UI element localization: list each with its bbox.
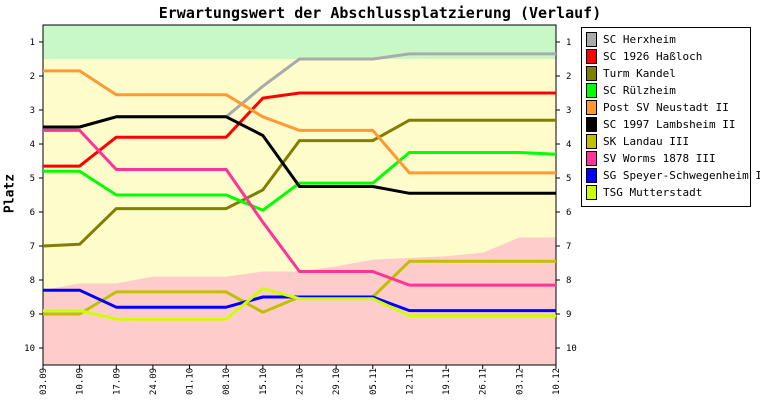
y-tick-label-left: 9 xyxy=(30,310,35,320)
y-tick-label-left: 8 xyxy=(30,276,35,286)
legend-item: TSG Mutterstadt xyxy=(582,184,750,201)
series-line-7 xyxy=(43,128,556,287)
series-line-4 xyxy=(43,69,556,175)
x-tick-label: 10.12 xyxy=(552,368,562,395)
x-tick-label: 08.10 xyxy=(222,368,232,395)
legend-swatch xyxy=(586,32,597,47)
y-tick-label-right: 3 xyxy=(566,106,571,116)
legend-swatch xyxy=(586,134,597,149)
y-tick-label-right: 7 xyxy=(566,242,571,252)
series-line-3 xyxy=(43,151,557,212)
legend-swatch xyxy=(586,168,597,183)
legend-label: SV Worms 1878 III xyxy=(603,152,716,165)
x-tick-label: 17.09 xyxy=(112,368,122,395)
legend-label: TSG Mutterstadt xyxy=(603,186,703,199)
y-tick-label-left: 4 xyxy=(30,140,35,150)
series-line-2 xyxy=(42,118,556,248)
x-tick-label: 10.09 xyxy=(76,368,86,395)
y-tick-label-right: 10 xyxy=(566,344,577,354)
x-tick-label: 26.11 xyxy=(479,368,489,395)
y-tick-label-left: 3 xyxy=(30,106,35,116)
legend-swatch xyxy=(586,83,597,98)
legend-item: Post SV Neustadt II xyxy=(582,99,750,116)
x-tick-label: 19.11 xyxy=(442,368,452,395)
legend-item: SC 1926 Haßloch xyxy=(582,48,750,65)
x-tick-label: 29.10 xyxy=(332,368,342,395)
x-tick-label: 01.10 xyxy=(186,368,196,395)
relegation-envelope xyxy=(43,237,556,365)
legend-swatch xyxy=(586,49,597,64)
legend-swatch xyxy=(586,117,597,132)
series-line-5 xyxy=(43,115,556,195)
x-tick-label: 03.09 xyxy=(39,368,49,395)
y-tick-label-left: 1 xyxy=(30,38,35,48)
legend-label: SC 1997 Lambsheim II xyxy=(603,118,736,131)
legend-label: Post SV Neustadt II xyxy=(603,101,729,114)
legend-label: Turm Kandel xyxy=(603,67,676,80)
legend-swatch xyxy=(586,151,597,166)
y-tick-label-right: 4 xyxy=(566,140,571,150)
y-tick-label-left: 2 xyxy=(30,72,35,82)
x-tick-label: 15.10 xyxy=(259,368,269,395)
y-tick-label-left: 5 xyxy=(30,174,35,184)
legend-swatch xyxy=(586,66,597,81)
legend-item: SV Worms 1878 III xyxy=(582,150,750,167)
legend-label: SC Herxheim xyxy=(603,33,676,46)
series-line-9 xyxy=(43,287,556,321)
x-tick-label: 03.12 xyxy=(515,368,525,395)
legend-swatch xyxy=(586,100,597,115)
y-axis-label: Platz xyxy=(2,173,18,214)
legend-item: Turm Kandel xyxy=(582,65,750,82)
legend-item: SC Herxheim xyxy=(582,31,750,48)
legend-item: SC 1997 Lambsheim II xyxy=(582,116,750,133)
series-line-1 xyxy=(43,91,556,168)
x-tick-label: 05.11 xyxy=(369,368,379,395)
y-tick-label-right: 2 xyxy=(566,72,571,82)
series-line-8 xyxy=(43,288,556,313)
y-tick-label-right: 8 xyxy=(566,276,571,286)
x-tick-label: 12.11 xyxy=(405,368,415,395)
legend-label: SK Landau III xyxy=(603,135,690,148)
legend-swatch xyxy=(586,185,597,200)
y-tick-label-right: 9 xyxy=(566,310,571,320)
x-tick-label: 24.09 xyxy=(149,368,159,395)
y-tick-label-right: 1 xyxy=(566,38,571,48)
chart-title: Erwartungswert der Abschlussplatzierung … xyxy=(158,4,602,22)
legend-label: SC Rülzheim xyxy=(603,84,676,97)
y-tick-label-right: 6 xyxy=(566,208,571,218)
legend-item: SK Landau III xyxy=(582,133,750,150)
legend-label: SC 1926 Haßloch xyxy=(603,50,703,63)
y-tick-label-left: 6 xyxy=(30,208,35,218)
legend: SC Herxheim SC 1926 Haßloch Turm Kandel SC … xyxy=(581,27,760,207)
y-tick-label-left: 7 xyxy=(30,242,35,252)
y-tick-label-left: 10 xyxy=(24,344,35,354)
x-tick-label: 22.10 xyxy=(296,368,306,395)
legend-item: SG Speyer-Schwegenheim II xyxy=(582,167,760,184)
legend-item: SC Rülzheim xyxy=(582,82,750,99)
legend-label: SG Speyer-Schwegenheim II xyxy=(603,169,760,182)
y-tick-label-right: 5 xyxy=(566,174,571,184)
